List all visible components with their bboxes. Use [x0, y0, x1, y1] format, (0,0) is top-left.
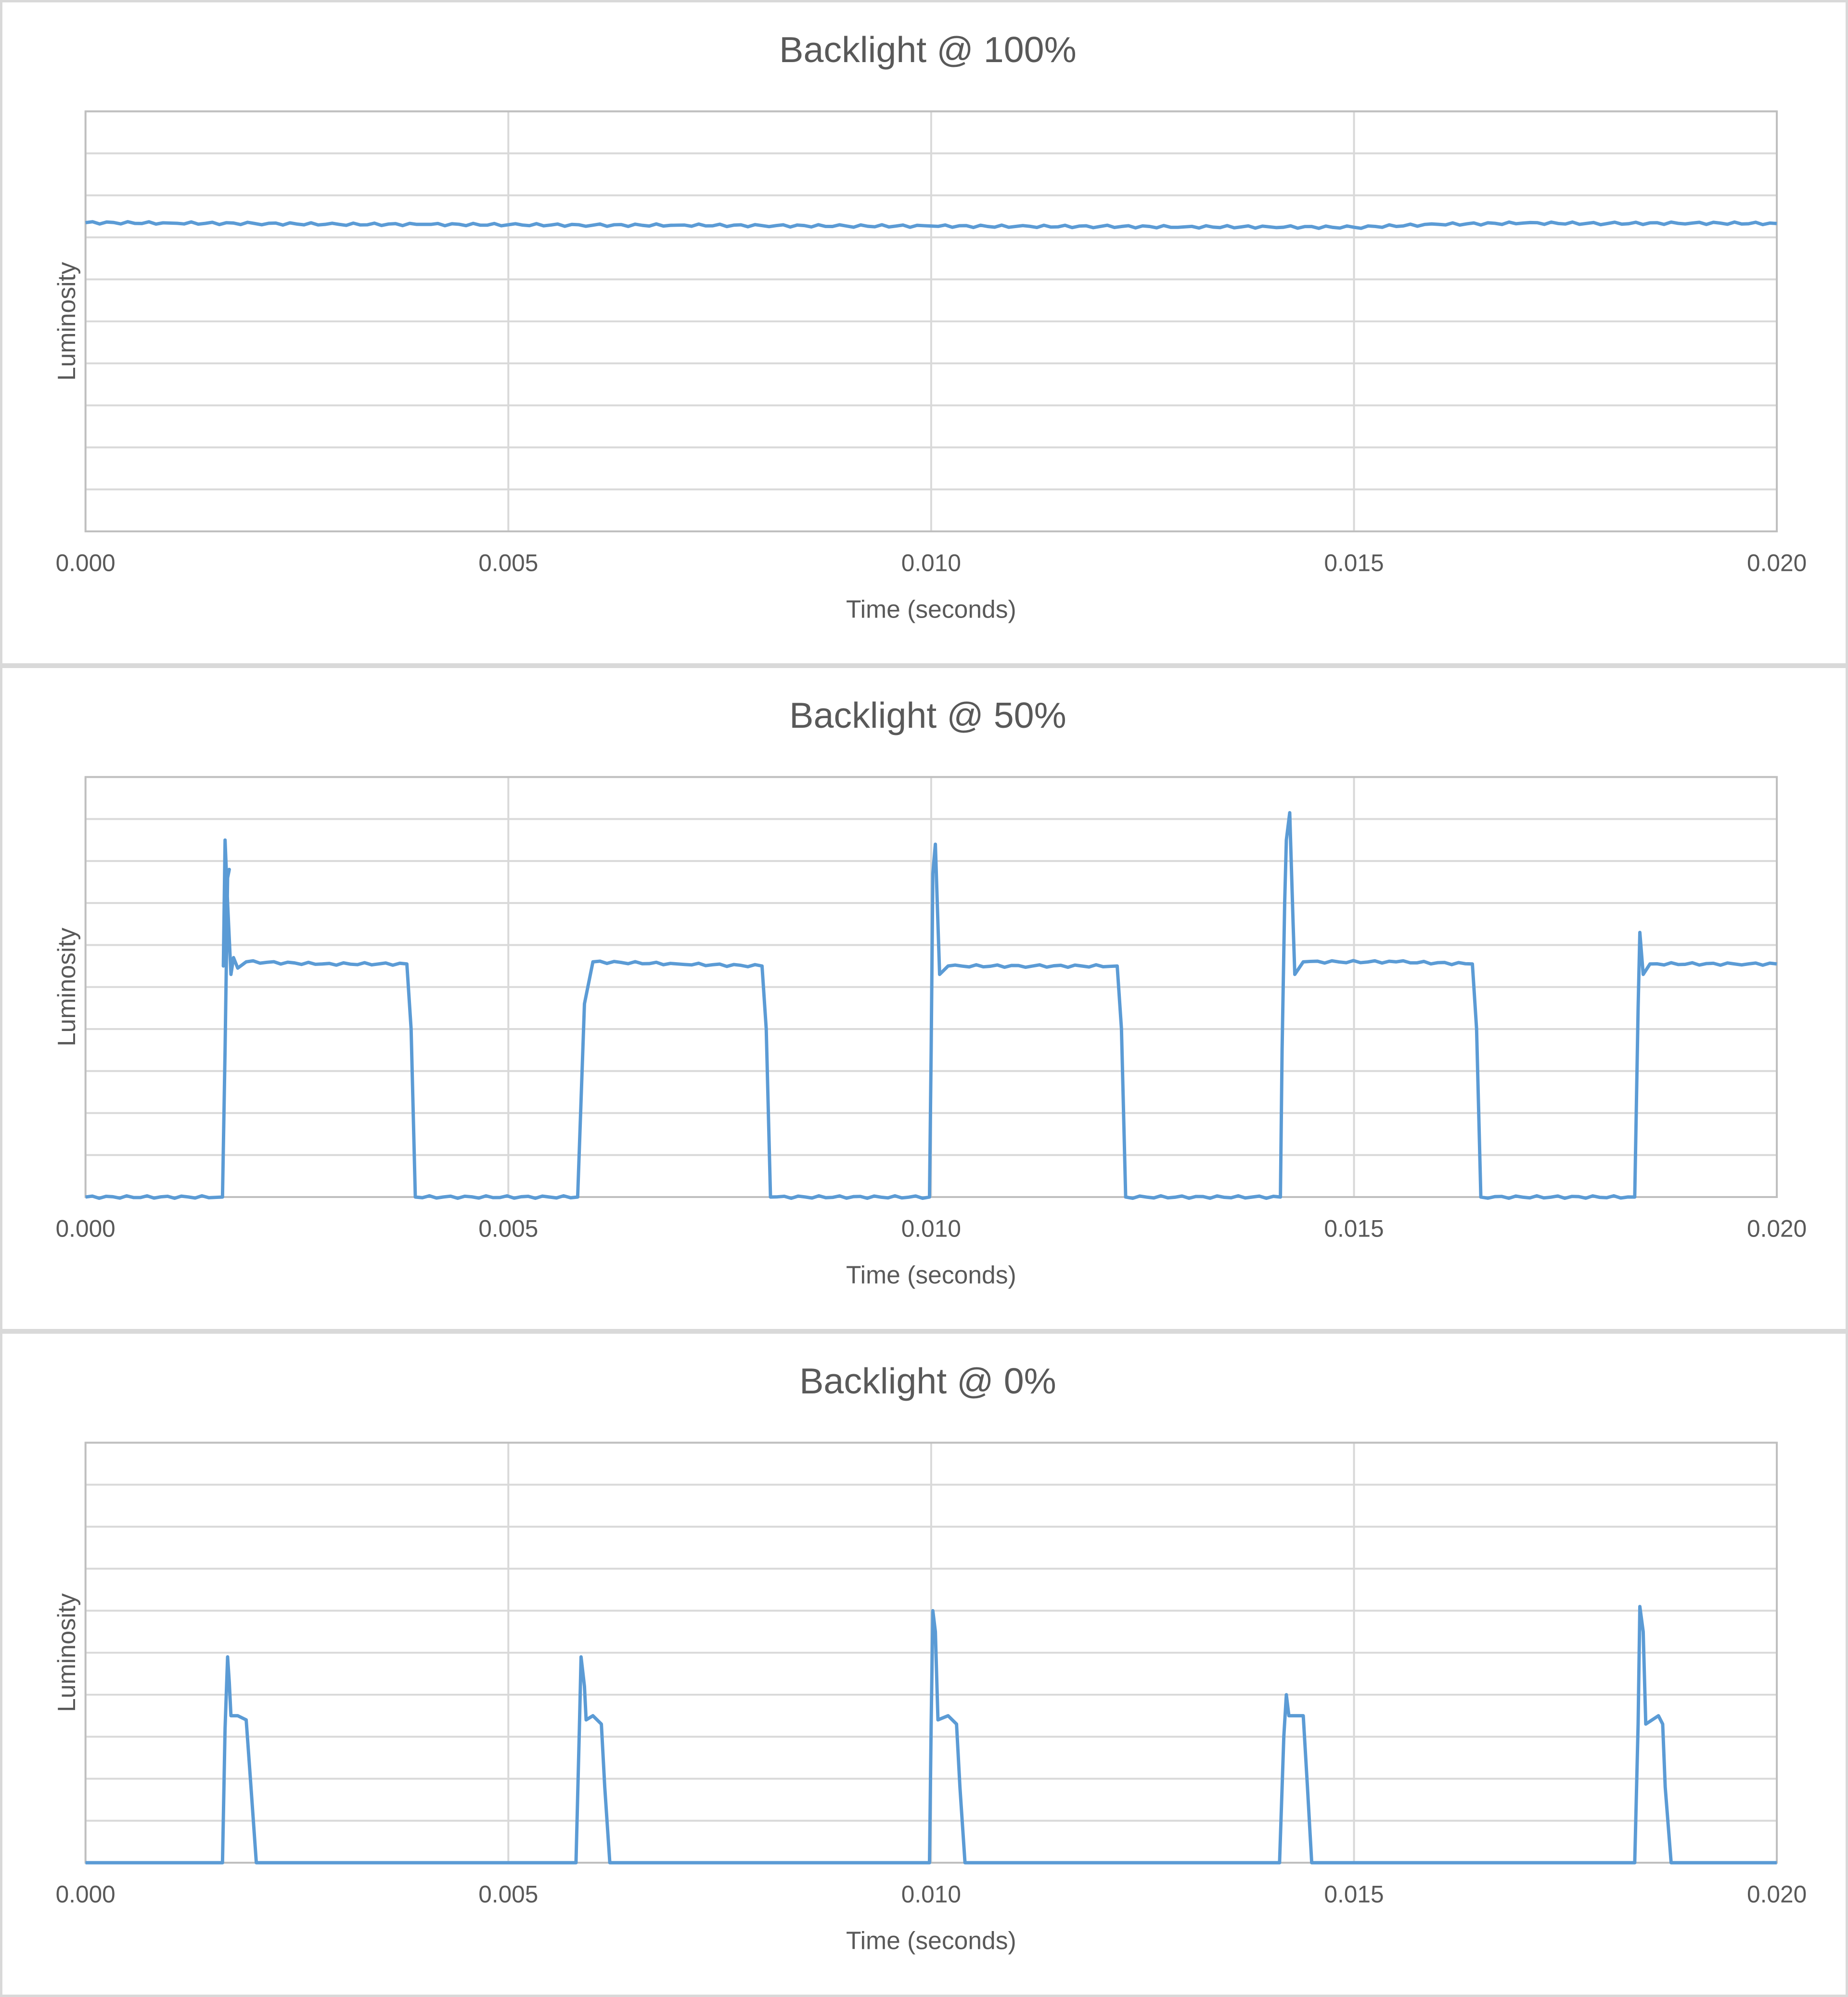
x-tick-label: 0.005 [478, 1215, 538, 1242]
chart-title: Backlight @ 100% [779, 29, 1077, 70]
x-tick-label: 0.000 [56, 1215, 116, 1242]
x-axis-title: Time (seconds) [846, 595, 1016, 623]
x-tick-label: 0.020 [1747, 1881, 1807, 1907]
chart-title: Backlight @ 0% [799, 1361, 1056, 1401]
x-tick-label: 0.020 [1747, 549, 1807, 576]
x-tick-label: 0.000 [56, 1881, 116, 1907]
x-tick-label: 0.005 [478, 1881, 538, 1907]
x-tick-label: 0.015 [1324, 549, 1384, 576]
x-tick-label: 0.010 [901, 1215, 961, 1242]
chart-svg: Backlight @ 0% 0.000 0.005 0.010 0.015 0.020 T… [52, 1361, 1807, 1955]
x-axis-title: Time (seconds) [846, 1927, 1016, 1955]
series-line [85, 220, 1777, 230]
chart-panel-backlight-50: Backlight @ 50% 0.000 0.005 0.010 0.015 0.020… [0, 666, 1848, 1331]
chart-panel-backlight-0: Backlight @ 0% 0.000 0.005 0.010 0.015 0.020 T… [0, 1331, 1848, 1997]
x-tick-label: 0.010 [901, 1881, 961, 1907]
y-axis-title: Luminosity [52, 928, 80, 1046]
plot-area-border [84, 110, 1778, 532]
x-tick-label: 0.015 [1324, 1881, 1384, 1907]
x-tick-label: 0.020 [1747, 1215, 1807, 1242]
series-line [85, 1605, 1777, 1865]
x-axis-title: Time (seconds) [846, 1261, 1016, 1289]
chart-title: Backlight @ 50% [789, 695, 1066, 735]
y-axis-title: Luminosity [52, 1593, 80, 1712]
x-tick-label: 0.000 [56, 549, 116, 576]
chart-svg: Backlight @ 100% 0.000 0.005 0.010 0.015 0.02… [52, 29, 1807, 623]
chart-panel-backlight-100: Backlight @ 100% 0.000 0.005 0.010 0.015 0.02… [0, 0, 1848, 666]
chart-svg: Backlight @ 50% 0.000 0.005 0.010 0.015 0.020… [52, 695, 1807, 1289]
series-line [85, 811, 1777, 1200]
x-tick-label: 0.010 [901, 549, 961, 576]
x-tick-label: 0.005 [478, 549, 538, 576]
y-axis-title: Luminosity [52, 262, 80, 381]
x-tick-label: 0.015 [1324, 1215, 1384, 1242]
